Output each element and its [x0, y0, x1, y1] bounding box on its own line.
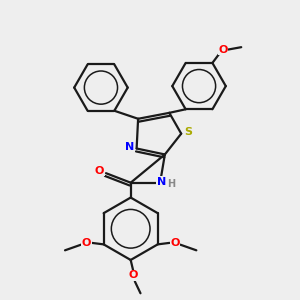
Text: H: H	[167, 179, 175, 190]
Text: N: N	[125, 142, 135, 152]
Text: O: O	[95, 166, 104, 176]
Text: N: N	[157, 176, 166, 187]
Text: S: S	[184, 127, 193, 137]
Text: O: O	[218, 45, 227, 55]
Text: O: O	[170, 238, 180, 248]
Text: O: O	[82, 238, 91, 248]
Text: O: O	[128, 270, 138, 280]
